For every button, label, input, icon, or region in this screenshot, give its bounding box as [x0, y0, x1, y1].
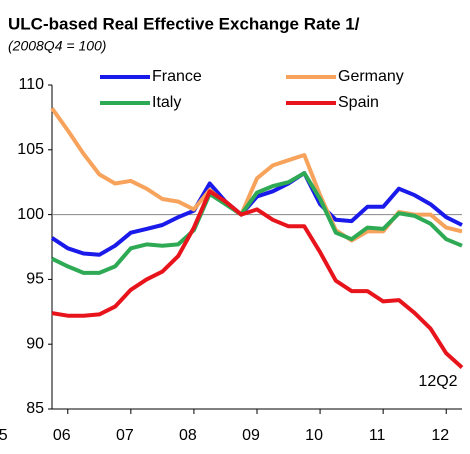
y-tick-label: 95 — [26, 271, 44, 288]
annotation: 12Q2 — [418, 373, 457, 390]
x-tick-label: 12 — [431, 427, 449, 444]
legend-label: Germany — [338, 68, 404, 85]
x-tick-label: 06 — [53, 427, 71, 444]
chart-subtitle: (2008Q4 = 100) — [8, 38, 106, 54]
y-tick-label: 110 — [18, 76, 44, 93]
x-tick-label: 11 — [369, 427, 386, 444]
y-tick-label: 100 — [17, 206, 44, 223]
x-tick-label: 09 — [242, 427, 260, 444]
chart-title: ULC-based Real Effective Exchange Rate 1… — [8, 14, 360, 33]
y-tick-label: 105 — [17, 141, 44, 158]
legend-label: Spain — [338, 94, 379, 111]
series-line — [50, 107, 463, 243]
x-tick-label: 10 — [305, 427, 323, 444]
legend-label: France — [152, 68, 202, 85]
x-tick-label: 05 — [0, 427, 8, 444]
x-tick-label: 07 — [116, 427, 134, 444]
y-tick-label: 90 — [26, 335, 44, 352]
y-tick-label: 85 — [26, 400, 44, 417]
series-line — [51, 189, 464, 369]
x-tick-label: 08 — [179, 427, 197, 444]
legend-label: Italy — [152, 94, 181, 111]
series-line — [50, 171, 463, 257]
series-line — [51, 171, 463, 275]
